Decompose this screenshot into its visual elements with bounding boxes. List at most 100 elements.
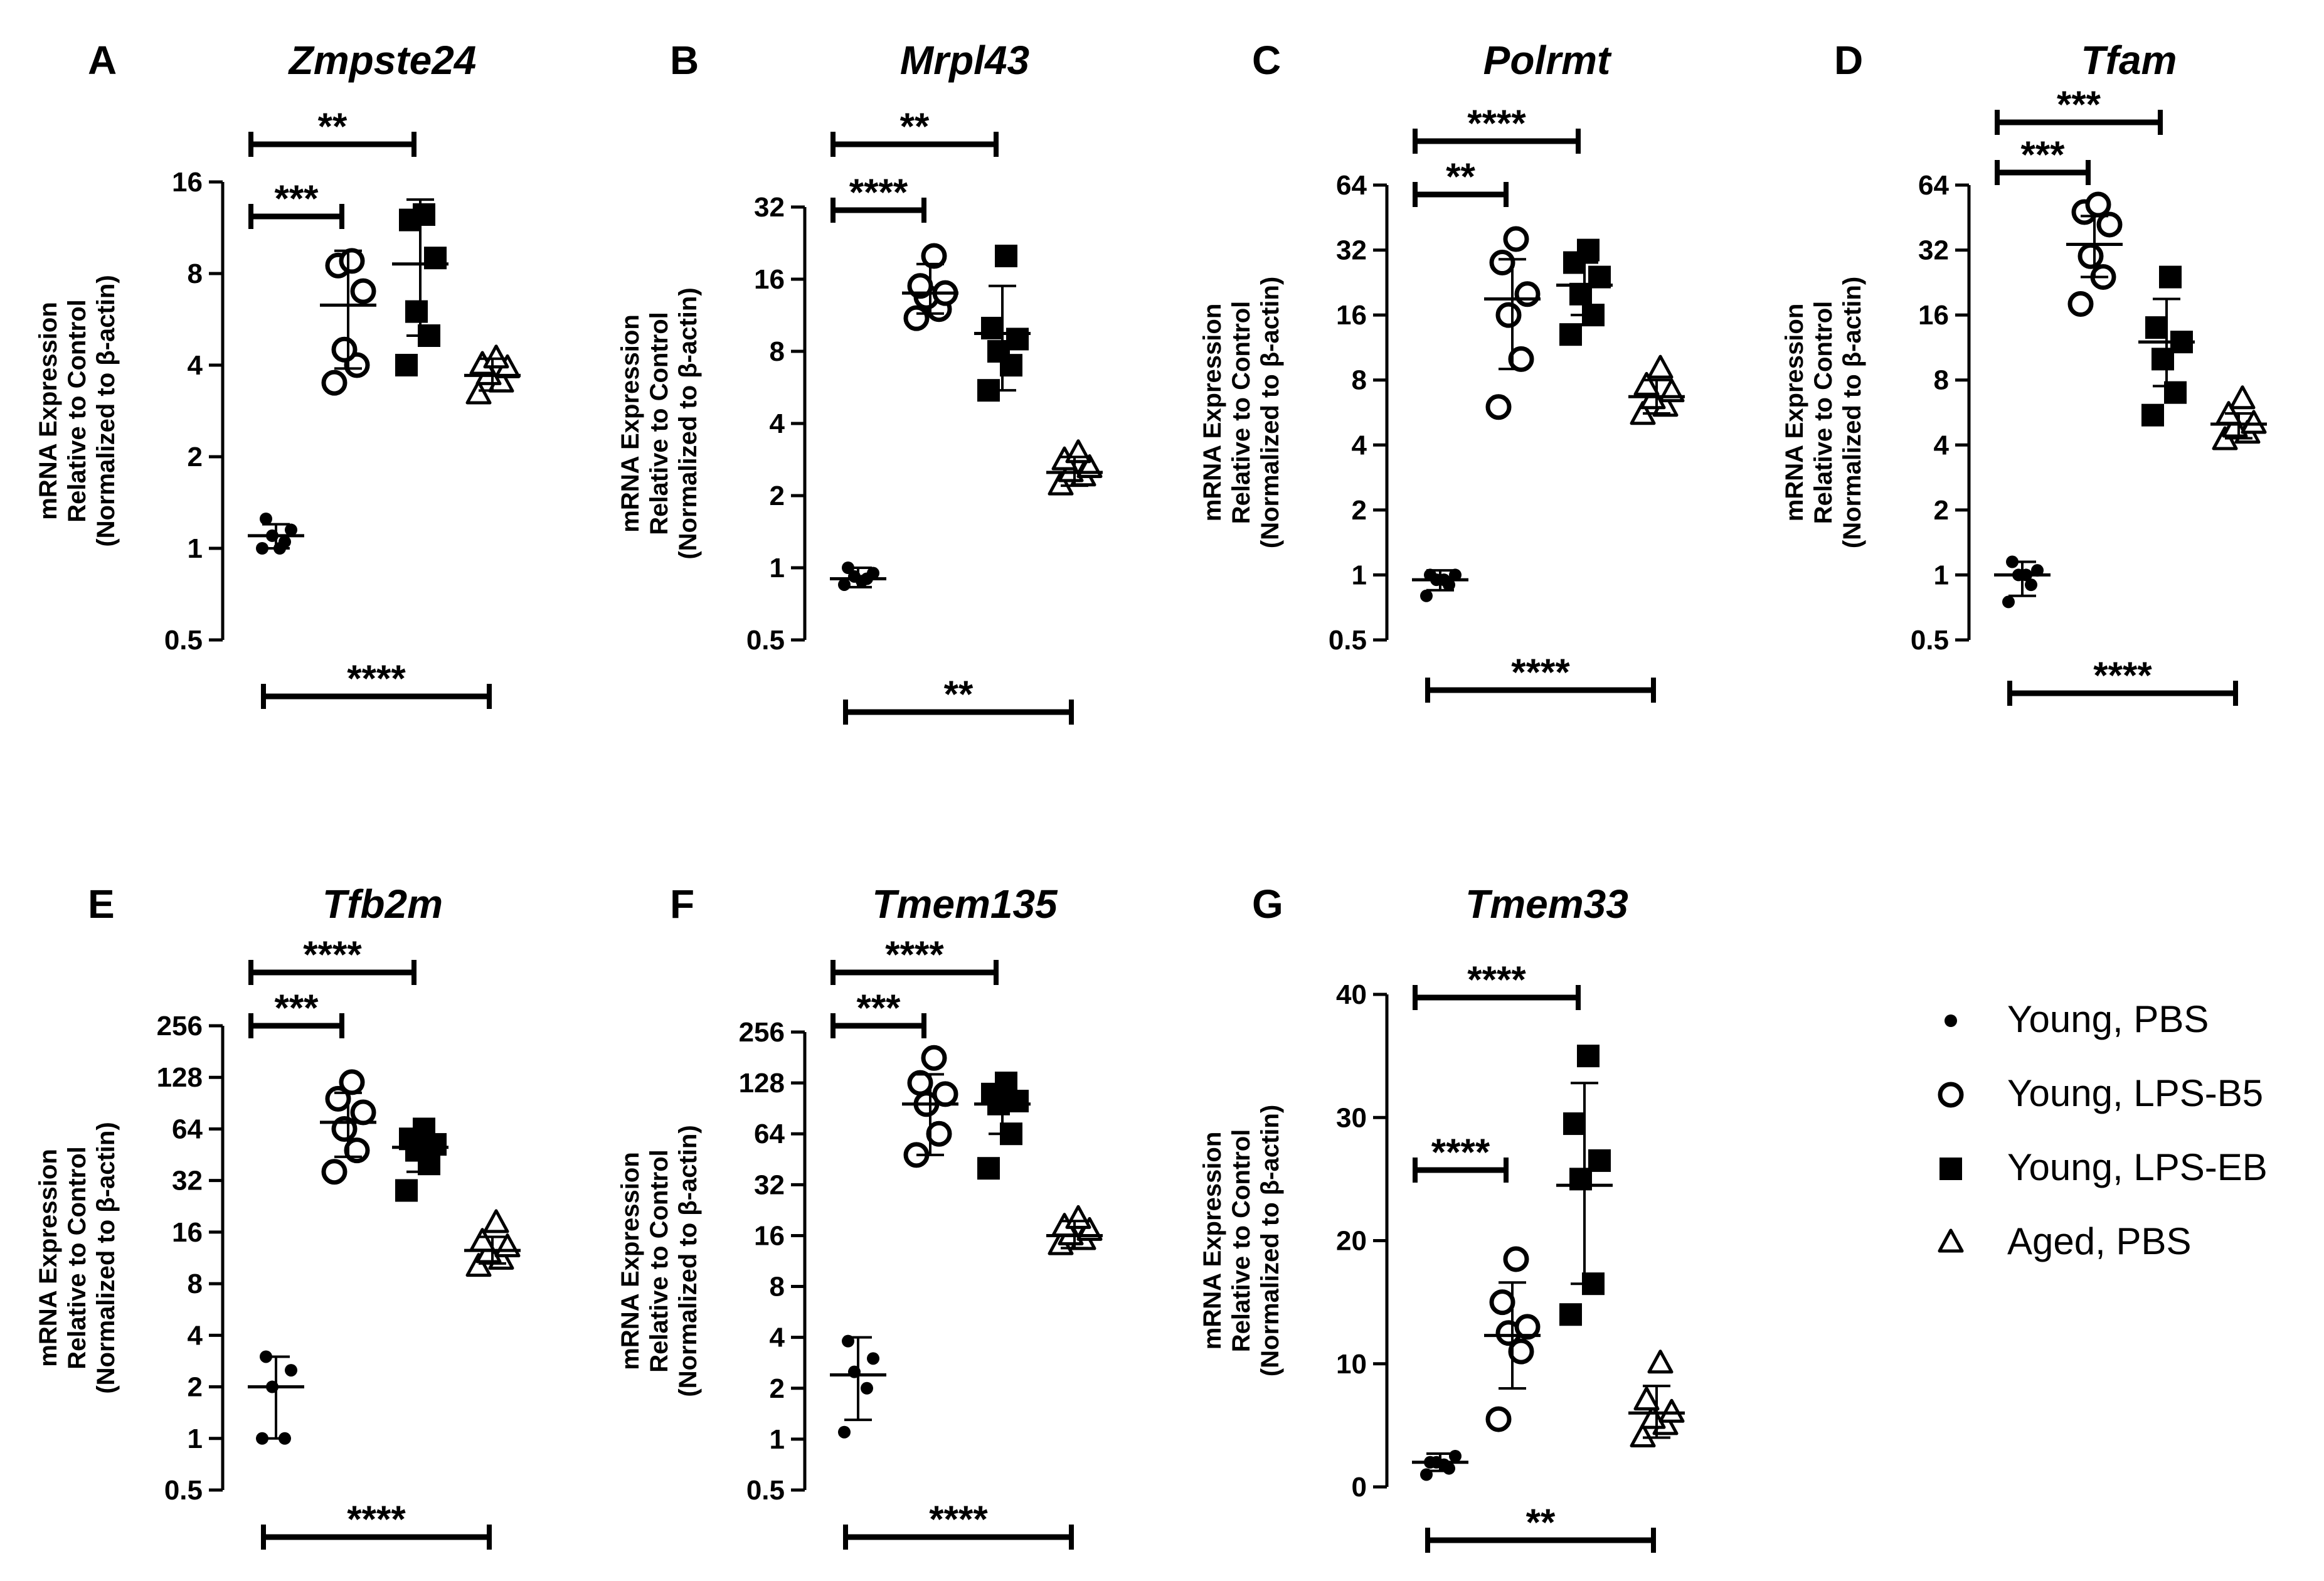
y-tick-label: 16 [172,1217,203,1248]
panel-a: A Zmpste24 mRNA Expression Relative to Cont… [34,38,521,709]
panel-title: Tmem33 [1465,881,1628,927]
y-tick-label: 20 [1336,1226,1367,1257]
panel-b: B Mrpl43 mRNA Expression Relative to Contro… [617,38,1103,725]
group-young-lps-eb [1556,238,1613,346]
group-young-pbs [1412,1449,1468,1481]
data-point [861,1381,873,1395]
legend-item: Young, LPS-B5 [1938,1072,2263,1114]
data-point [1514,1314,1541,1340]
group-young-lps-b5 [1484,226,1541,420]
sig-bottom-label: **** [929,1498,988,1540]
group-young-lps-b5 [902,243,958,331]
y-tick-label: 64 [1918,170,1949,201]
y-tick-label: 16 [754,1220,785,1251]
data-point [2145,316,2168,339]
data-point [1065,1205,1091,1229]
y-axis-label-line: mRNA Expression [1199,304,1226,522]
y-tick-label: 1 [188,1424,203,1454]
legend-label: Young, LPS-EB [2007,1146,2268,1188]
y-tick-label: 32 [1336,235,1367,266]
data-point [321,370,348,396]
data-point [981,316,1004,339]
y-tick-label: 2 [188,442,203,472]
panel-letter: B [670,38,699,83]
y-axis-label-line: Relative to Control [645,312,673,535]
sig-top-0-label: *** [856,987,901,1029]
data-point [1514,281,1541,307]
data-point [1503,226,1529,252]
y-axis-label-line: Relative to Control [63,1146,91,1370]
data-point [483,1209,509,1233]
panel-title: Mrpl43 [900,38,1029,83]
data-point [926,1121,952,1147]
data-point [2067,291,2094,317]
group-young-lps-eb [2138,265,2195,427]
data-point [285,523,297,536]
y-axis-label-line: mRNA Expression [34,302,62,520]
y-tick-label: 16 [172,167,203,198]
y-tick-label: 1 [770,553,785,583]
group-young-lps-eb [974,244,1031,402]
y-tick-label: 2 [770,481,785,511]
data-point [260,512,272,525]
y-tick-label: 64 [172,1114,203,1144]
data-point [1559,323,1582,346]
group-aged-pbs [464,344,521,405]
data-point [1633,371,1660,396]
y-axis-label-line: (Normalized to β-actin) [92,1122,120,1393]
panel-letter: E [88,881,115,927]
panel-letter: D [1834,38,1863,83]
y-tick-label: 32 [172,1166,203,1196]
data-point [1633,1387,1660,1411]
data-point [405,300,428,323]
y-tick-label: 4 [770,1323,785,1353]
group-young-lps-eb [1556,1045,1613,1326]
data-point [424,247,447,270]
y-tick-label: 128 [157,1062,203,1093]
y-tick-label: 2 [1934,495,1949,526]
data-point [395,1179,418,1202]
data-point [2085,191,2111,218]
y-axis-label-line: (Normalized to β-actin) [92,275,120,546]
data-point [339,248,365,274]
y-axis-label-line: Relative to Control [645,1149,673,1373]
legend-item: Aged, PBS [1938,1220,2192,1262]
data-point [1658,1398,1685,1423]
y-tick-label: 2 [770,1373,785,1404]
data-point [1588,1149,1611,1172]
data-point [1449,568,1462,582]
group-young-pbs [830,562,886,591]
group-young-lps-eb [392,1117,448,1202]
y-tick-label: 2 [188,1372,203,1403]
data-point [2229,385,2256,410]
sig-top-0-label: *** [2020,134,2065,176]
data-point [867,567,879,580]
data-point [2222,413,2248,438]
group-aged-pbs [1046,1205,1103,1255]
group-aged-pbs [1046,439,1103,496]
panel-letter: A [88,38,117,83]
panel-e: E Tfb2m mRNA Expression Relative to Control… [34,881,521,1550]
y-tick-label: 0.5 [746,1475,785,1506]
group-young-pbs [248,1350,304,1445]
y-tick-label: 16 [754,264,785,295]
data-point [1006,327,1029,351]
group-young-lps-eb [974,1072,1031,1180]
y-axis-label-line: mRNA Expression [1781,304,1808,522]
group-young-pbs [248,512,304,555]
sig-top-1-label: **** [303,934,362,976]
y-tick-label: 64 [754,1119,785,1149]
data-point [1508,346,1534,372]
y-axis-label-line: (Normalized to β-actin) [1839,277,1866,548]
sig-bottom-label: **** [347,657,406,700]
group-young-lps-b5 [2066,191,2123,317]
y-tick-label: 4 [188,1320,203,1351]
data-point [350,278,376,304]
data-point [1563,1112,1586,1136]
data-point [1647,354,1674,379]
sig-top-0-label: **** [849,171,908,213]
y-axis-label-line: Relative to Control [63,299,91,523]
panel-g: G Tmem33 mRNA Expression Relative to Contro… [1199,881,1685,1553]
legend-marker-dot [1945,1014,1957,1027]
